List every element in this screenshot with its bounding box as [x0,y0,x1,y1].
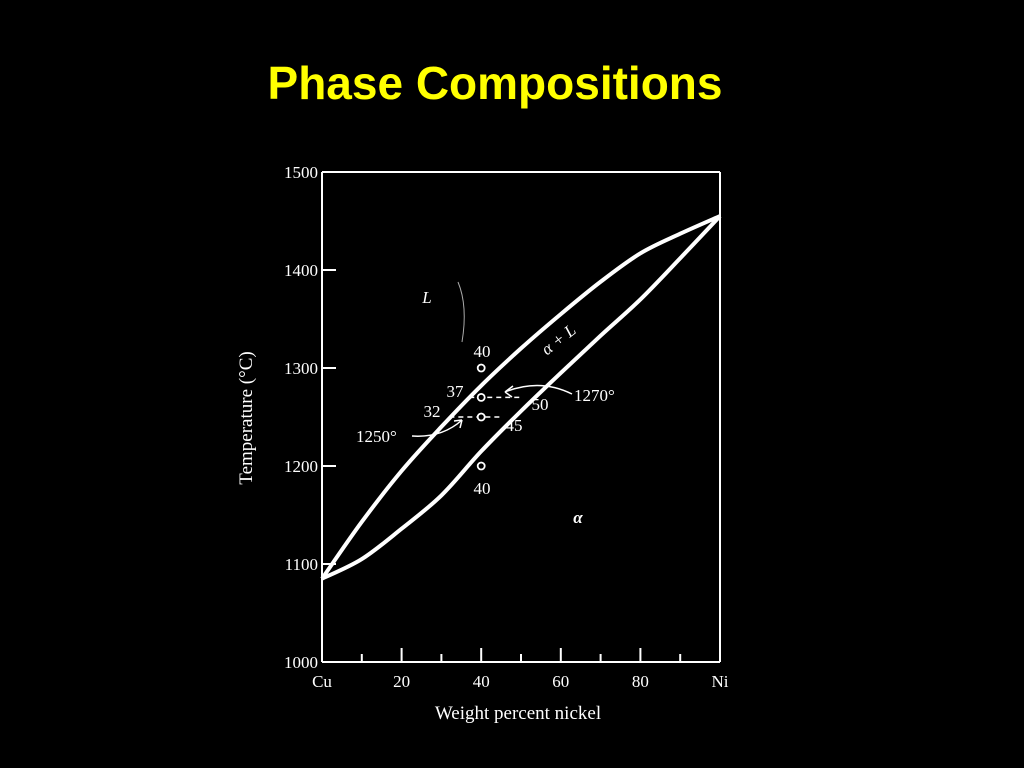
pointer-1270 [504,384,573,395]
tie-label-37: 37 [447,382,465,401]
point-label-40-top: 40 [474,342,491,361]
tie-label-45: 45 [506,416,523,435]
phase-label-solid: α [573,508,583,527]
annotations: 40 40 37 50 32 45 1270° 1250° [356,342,615,498]
y-axis-label: Temperature (°C) [236,351,257,484]
x-axis-label: Weight percent nickel [435,703,601,724]
composition-point-3 [476,461,486,471]
y-tick-label-1000: 1000 [284,653,318,672]
temp-label-1270: 1270° [574,386,615,405]
y-tick-label-1500: 1500 [284,163,318,182]
x-tick-label-60: 60 [552,672,569,691]
pointer-1270-arrow [504,385,514,398]
tie-label-50: 50 [532,395,549,414]
pointer-1250-arrow [453,419,463,429]
axis-ticks: 1000 1100 1200 1300 1400 1500 Cu 20 40 60 80 Ni [284,163,729,691]
y-tick-label-1400: 1400 [284,261,318,280]
pointer-1250 [411,419,463,437]
y-tick-label-1300: 1300 [284,359,318,378]
y-tick-label-1200: 1200 [284,457,318,476]
liquidus-curve [320,214,721,580]
tie-label-32: 32 [424,402,441,421]
point-label-40-bottom: 40 [474,479,491,498]
x-tick-label-100: Ni [712,672,729,691]
x-tick-label-20: 20 [393,672,410,691]
composition-point-1 [476,392,486,402]
composition-points [476,363,486,471]
liquid-pointer-stroke [457,281,465,343]
phase-label-liquid: L [421,288,431,307]
x-tick-label-40: 40 [473,672,490,691]
composition-point-2 [476,412,486,422]
x-tick-label-80: 80 [632,672,649,691]
temp-label-1250: 1250° [356,427,397,446]
slide-title: Phase Compositions [267,57,723,109]
x-tick-label-0: Cu [312,672,332,691]
y-tick-label-1100: 1100 [285,555,318,574]
solidus-curve [321,214,722,581]
composition-point-0 [476,363,486,373]
